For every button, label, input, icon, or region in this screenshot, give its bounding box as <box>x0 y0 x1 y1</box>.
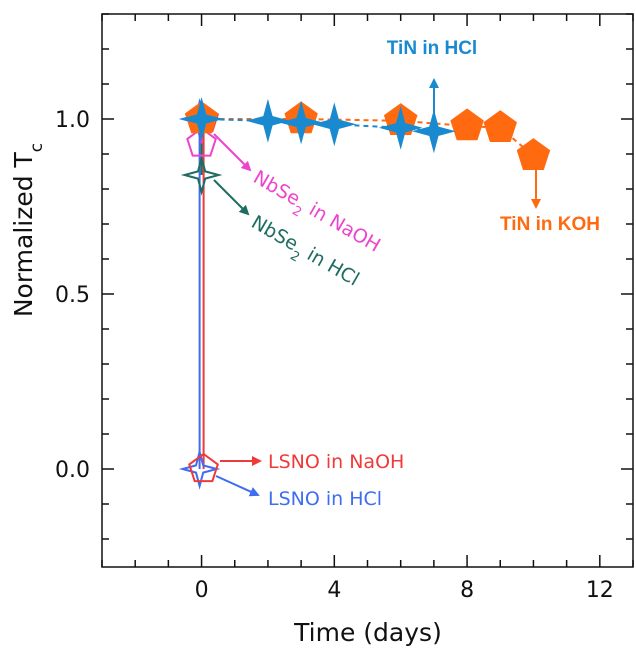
point-tin_koh <box>483 110 517 142</box>
axis-ticks <box>101 13 634 567</box>
point-tin_koh <box>516 138 551 170</box>
label-lsno-naoh: LSNO in NaOH <box>268 451 404 473</box>
x-axis-title: Time (days) <box>293 618 442 647</box>
series-markers <box>178 97 551 490</box>
y-tick-label: 0.5 <box>55 283 90 308</box>
point-tin_hcl <box>411 109 456 154</box>
point-tin_hcl <box>279 100 324 145</box>
series-line-tin_koh <box>201 118 535 157</box>
x-tick-label: 8 <box>460 578 474 603</box>
label-nbse2-hcl-b: in HCl <box>298 240 363 290</box>
point-lsno_naoh <box>188 452 219 483</box>
x-tick-label: 12 <box>586 578 614 603</box>
annotation-lsno-naoh: LSNO in NaOH <box>220 451 404 473</box>
point-nbse2_naoh <box>186 127 217 157</box>
arrow-nbse2-naoh <box>213 133 252 172</box>
plot-frame <box>101 13 634 568</box>
y-axis-title-main: Normalized T <box>9 151 38 317</box>
annotation-tin-hcl: TiN in HCl <box>387 38 477 122</box>
point-tin_koh <box>450 108 484 141</box>
arrow-nbse2-hcl <box>213 179 250 216</box>
y-axis-title: Normalized Tc <box>9 143 47 317</box>
label-lsno-hcl: LSNO in HCl <box>268 488 382 510</box>
y-axis-title-subscript: c <box>27 143 47 152</box>
point-tin_hcl <box>179 97 224 141</box>
point-nbse2_hcl <box>180 154 223 196</box>
x-tick-label: 4 <box>327 578 341 603</box>
annotation-lsno-hcl: LSNO in HCl <box>215 475 382 510</box>
point-tin_hcl <box>378 105 423 150</box>
label-tin-hcl: TiN in HCl <box>387 38 477 59</box>
series-lines <box>198 118 535 469</box>
annotation-nbse2-naoh: NbSe2 in NaOH <box>213 133 384 257</box>
x-tick-label: 0 <box>195 578 209 603</box>
point-tin_hcl <box>312 102 357 147</box>
label-tin-koh: TiN in KOH <box>500 214 600 235</box>
point-lsno_hcl <box>178 448 221 490</box>
arrow-lsno-hcl <box>215 475 260 497</box>
annotation-tin-koh: TiN in KOH <box>500 162 600 235</box>
point-tin_hcl <box>245 98 290 143</box>
axis-tick-labels: 0 4 8 12 0.0 0.5 1.0 <box>55 108 614 603</box>
y-tick-label: 1.0 <box>55 108 90 133</box>
y-tick-label: 0.0 <box>55 458 90 483</box>
